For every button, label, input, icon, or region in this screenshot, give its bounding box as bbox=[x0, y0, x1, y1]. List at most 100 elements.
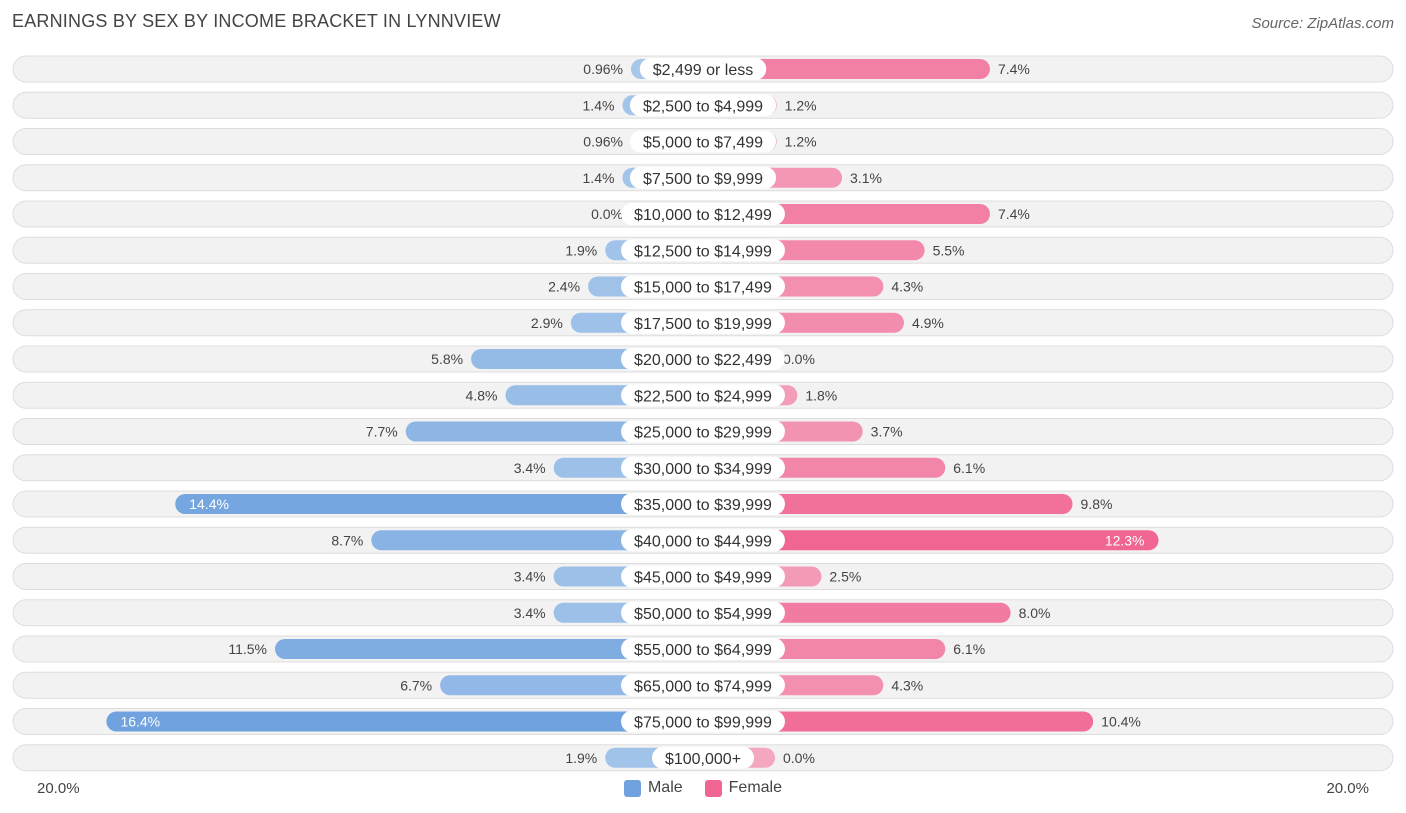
axis-right-label: 20.0% bbox=[1326, 780, 1369, 797]
value-label-female: 9.8% bbox=[1081, 496, 1113, 512]
category-label: $2,499 or less bbox=[653, 62, 754, 79]
value-label-female: 0.0% bbox=[783, 750, 815, 766]
value-label-male: 7.7% bbox=[366, 424, 398, 440]
value-label-male: 1.4% bbox=[583, 97, 615, 113]
category-label: $17,500 to $19,999 bbox=[634, 316, 772, 333]
value-label-female: 1.8% bbox=[805, 387, 837, 403]
value-label-male: 2.9% bbox=[531, 315, 563, 331]
category-label: $75,000 to $99,999 bbox=[634, 715, 772, 732]
category-label: $50,000 to $54,999 bbox=[634, 606, 772, 623]
category-pill bbox=[621, 493, 785, 515]
bar-female bbox=[703, 494, 1073, 514]
value-label-female: 7.4% bbox=[998, 61, 1030, 77]
value-label-female: 6.1% bbox=[953, 460, 985, 476]
value-label-male: 16.4% bbox=[120, 714, 160, 730]
category-label: $10,000 to $12,499 bbox=[634, 207, 772, 224]
value-label-female: 4.3% bbox=[891, 677, 923, 693]
category-label: $30,000 to $34,999 bbox=[634, 461, 772, 478]
value-label-female: 8.0% bbox=[1019, 605, 1051, 621]
value-label-male: 0.96% bbox=[583, 61, 623, 77]
value-label-male: 8.7% bbox=[331, 532, 363, 548]
value-label-male: 3.4% bbox=[514, 569, 546, 585]
category-label: $55,000 to $64,999 bbox=[634, 642, 772, 659]
value-label-male: 1.9% bbox=[565, 750, 597, 766]
bar-female bbox=[703, 711, 1094, 732]
value-label-male: 3.4% bbox=[514, 460, 546, 476]
category-pill bbox=[621, 529, 785, 552]
chart-title: EARNINGS BY SEX BY INCOME BRACKET IN LYN… bbox=[12, 11, 501, 31]
bar-male bbox=[106, 711, 703, 732]
legend-item-male[interactable]: Male bbox=[623, 779, 683, 797]
category-label: $15,000 to $17,499 bbox=[634, 280, 772, 297]
bar-male bbox=[371, 530, 703, 551]
category-label: $25,000 to $29,999 bbox=[634, 425, 772, 442]
category-pill bbox=[621, 601, 785, 624]
value-label-male: 4.8% bbox=[466, 387, 498, 403]
legend-swatch-male bbox=[623, 779, 641, 797]
value-label-female: 4.9% bbox=[912, 315, 944, 331]
category-label: $45,000 to $49,999 bbox=[634, 570, 772, 587]
category-pill bbox=[629, 166, 777, 189]
category-label: $5,000 to $7,499 bbox=[643, 135, 763, 152]
category-pill bbox=[621, 239, 785, 262]
value-label-female: 0.0% bbox=[783, 351, 815, 367]
value-label-male: 0.0% bbox=[591, 206, 623, 222]
value-label-male: 1.4% bbox=[583, 170, 615, 186]
value-label-female: 3.7% bbox=[871, 424, 903, 440]
legend-label-male: Male bbox=[647, 779, 683, 796]
category-pill bbox=[621, 420, 785, 443]
category-pill bbox=[621, 638, 785, 660]
category-pill bbox=[621, 311, 785, 334]
value-label-male: 2.4% bbox=[548, 279, 580, 295]
bar-male bbox=[175, 494, 704, 514]
value-label-female: 1.2% bbox=[785, 97, 817, 113]
legend: Male Female bbox=[0, 779, 1406, 797]
category-pill bbox=[629, 94, 777, 117]
value-label-female: 2.5% bbox=[829, 569, 861, 585]
category-label: $20,000 to $22,499 bbox=[634, 352, 772, 369]
bar-female bbox=[703, 59, 990, 79]
axis-left-label: 20.0% bbox=[37, 780, 80, 797]
category-label: $65,000 to $74,999 bbox=[634, 678, 772, 695]
legend-swatch-female bbox=[704, 779, 722, 797]
value-label-female: 3.1% bbox=[850, 170, 882, 186]
category-pill bbox=[621, 384, 785, 407]
category-label: $2,500 to $4,999 bbox=[643, 98, 763, 115]
bar-male bbox=[275, 639, 703, 659]
legend-item-female[interactable]: Female bbox=[704, 779, 783, 797]
category-pill bbox=[621, 565, 785, 588]
value-label-male: 5.8% bbox=[431, 351, 463, 367]
category-label: $40,000 to $44,999 bbox=[634, 533, 772, 550]
category-label: $12,500 to $14,999 bbox=[634, 243, 772, 260]
value-label-female: 10.4% bbox=[1101, 714, 1141, 730]
category-label: $100,000+ bbox=[665, 751, 741, 768]
category-pill bbox=[651, 746, 755, 769]
value-label-male: 1.9% bbox=[565, 242, 597, 258]
category-pill bbox=[629, 130, 777, 153]
value-label-male: 6.7% bbox=[400, 677, 432, 693]
category-label: $35,000 to $39,999 bbox=[634, 497, 772, 514]
value-label-female: 6.1% bbox=[953, 641, 985, 657]
value-label-female: 7.4% bbox=[998, 206, 1030, 222]
category-label: $7,500 to $9,999 bbox=[643, 171, 763, 188]
category-pill bbox=[621, 348, 785, 370]
category-pill bbox=[621, 710, 785, 733]
category-pill bbox=[621, 456, 785, 479]
category-pill bbox=[621, 275, 785, 298]
value-label-male: 0.96% bbox=[583, 134, 623, 150]
category-label: $22,500 to $24,999 bbox=[634, 388, 772, 405]
value-label-female: 1.2% bbox=[785, 134, 817, 150]
category-pill bbox=[639, 58, 767, 80]
value-label-male: 11.5% bbox=[228, 641, 267, 657]
category-pill bbox=[621, 674, 785, 697]
legend-label-female: Female bbox=[728, 779, 783, 796]
bar-female bbox=[703, 530, 1159, 551]
value-label-female: 5.5% bbox=[933, 242, 965, 258]
source-credit: Source: ZipAtlas.com bbox=[1251, 15, 1394, 32]
value-label-female: 4.3% bbox=[891, 279, 923, 295]
value-label-male: 3.4% bbox=[514, 605, 546, 621]
value-label-female: 12.3% bbox=[1105, 532, 1145, 548]
bar-chart: 0.96% 7.4% $2,499 or less 1.4% 1.2% $2,500 to… bbox=[12, 55, 1394, 772]
category-pill bbox=[621, 203, 785, 225]
value-label-male: 14.4% bbox=[189, 496, 229, 512]
